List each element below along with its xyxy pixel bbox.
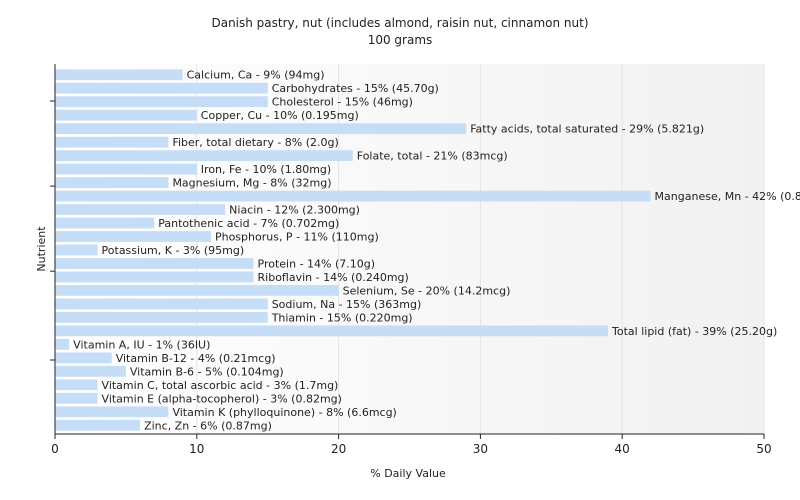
bar-label: Riboflavin - 14% (0.240mg) <box>258 271 409 284</box>
chart-title: Danish pastry, nut (includes almond, rai… <box>211 16 588 30</box>
bar-label: Phosphorus, P - 11% (110mg) <box>215 231 379 244</box>
bar-label: Total lipid (fat) - 39% (25.20g) <box>611 325 777 338</box>
bar <box>55 82 268 94</box>
bar <box>55 419 141 431</box>
bar <box>55 163 197 175</box>
bar <box>55 352 112 364</box>
bar <box>55 123 467 135</box>
x-tick-label: 50 <box>756 442 771 456</box>
bar <box>55 231 211 242</box>
x-tick-label: 30 <box>473 442 488 456</box>
bar-label: Magnesium, Mg - 8% (32mg) <box>172 177 331 190</box>
bar-label: Fiber, total dietary - 8% (2.0g) <box>172 136 338 149</box>
bar <box>55 285 339 296</box>
bar-label: Copper, Cu - 10% (0.195mg) <box>201 109 359 122</box>
bar <box>55 379 98 391</box>
x-tick-label: 40 <box>615 442 630 456</box>
bar-label: Vitamin E (alpha-tocopherol) - 3% (0.82m… <box>102 392 342 405</box>
bar <box>55 312 268 323</box>
bar <box>55 338 70 350</box>
x-tick-label: 10 <box>189 442 204 456</box>
bar-label: Pantothenic acid - 7% (0.702mg) <box>158 217 339 230</box>
bar <box>55 325 609 337</box>
bar-label: Iron, Fe - 10% (1.80mg) <box>201 163 331 176</box>
bar <box>55 298 268 310</box>
bar-label: Protein - 14% (7.10g) <box>258 257 376 270</box>
bar-label: Vitamin C, total ascorbic acid - 3% (1.7… <box>102 379 339 392</box>
axes: 0 10 20 30 40 50 <box>50 64 772 456</box>
bar <box>55 406 169 418</box>
bar-label: Vitamin A, IU - 1% (36IU) <box>73 338 210 351</box>
bar <box>55 258 254 269</box>
bar-label: Calcium, Ca - 9% (94mg) <box>187 69 325 82</box>
x-axis-label: % Daily Value <box>370 467 446 480</box>
bar <box>55 136 169 148</box>
bar <box>55 244 98 256</box>
bar <box>55 69 183 81</box>
bar-label: Zinc, Zn - 6% (0.87mg) <box>144 419 272 432</box>
bar-label: Potassium, K - 3% (95mg) <box>102 244 245 257</box>
bar-label: Vitamin B-6 - 5% (0.104mg) <box>130 365 284 378</box>
bar-label: Folate, total - 21% (83mcg) <box>357 150 508 163</box>
bar-label: Thiamin - 15% (0.220mg) <box>271 311 413 324</box>
bar <box>55 150 353 162</box>
bar-label: Vitamin K (phylloquinone) - 8% (6.6mcg) <box>172 406 396 419</box>
x-tick-label: 20 <box>331 442 346 456</box>
bar <box>55 365 126 377</box>
bar <box>55 271 254 283</box>
bar <box>55 392 98 404</box>
bar <box>55 177 169 188</box>
bar <box>55 96 268 108</box>
x-tick-label: 0 <box>51 442 59 456</box>
bar-label: Selenium, Se - 20% (14.2mcg) <box>343 284 511 297</box>
bars-group: Calcium, Ca - 9% (94mg)Carbohydrates - 1… <box>55 69 800 432</box>
bar <box>55 217 155 229</box>
bar <box>55 190 651 202</box>
chart-subtitle: 100 grams <box>368 33 433 47</box>
bar <box>55 109 197 121</box>
y-axis-label: Nutrient <box>35 226 48 272</box>
bar-label: Carbohydrates - 15% (45.70g) <box>272 82 439 95</box>
bar-label: Cholesterol - 15% (46mg) <box>272 96 413 109</box>
bar <box>55 204 226 215</box>
bar-label: Fatty acids, total saturated - 29% (5.82… <box>470 123 704 136</box>
bar-label: Sodium, Na - 15% (363mg) <box>272 298 422 311</box>
bar-label: Vitamin B-12 - 4% (0.21mcg) <box>116 352 276 365</box>
bar-label: Niacin - 12% (2.300mg) <box>229 204 360 217</box>
bar-label: Manganese, Mn - 42% (0.845mg) <box>655 190 800 203</box>
